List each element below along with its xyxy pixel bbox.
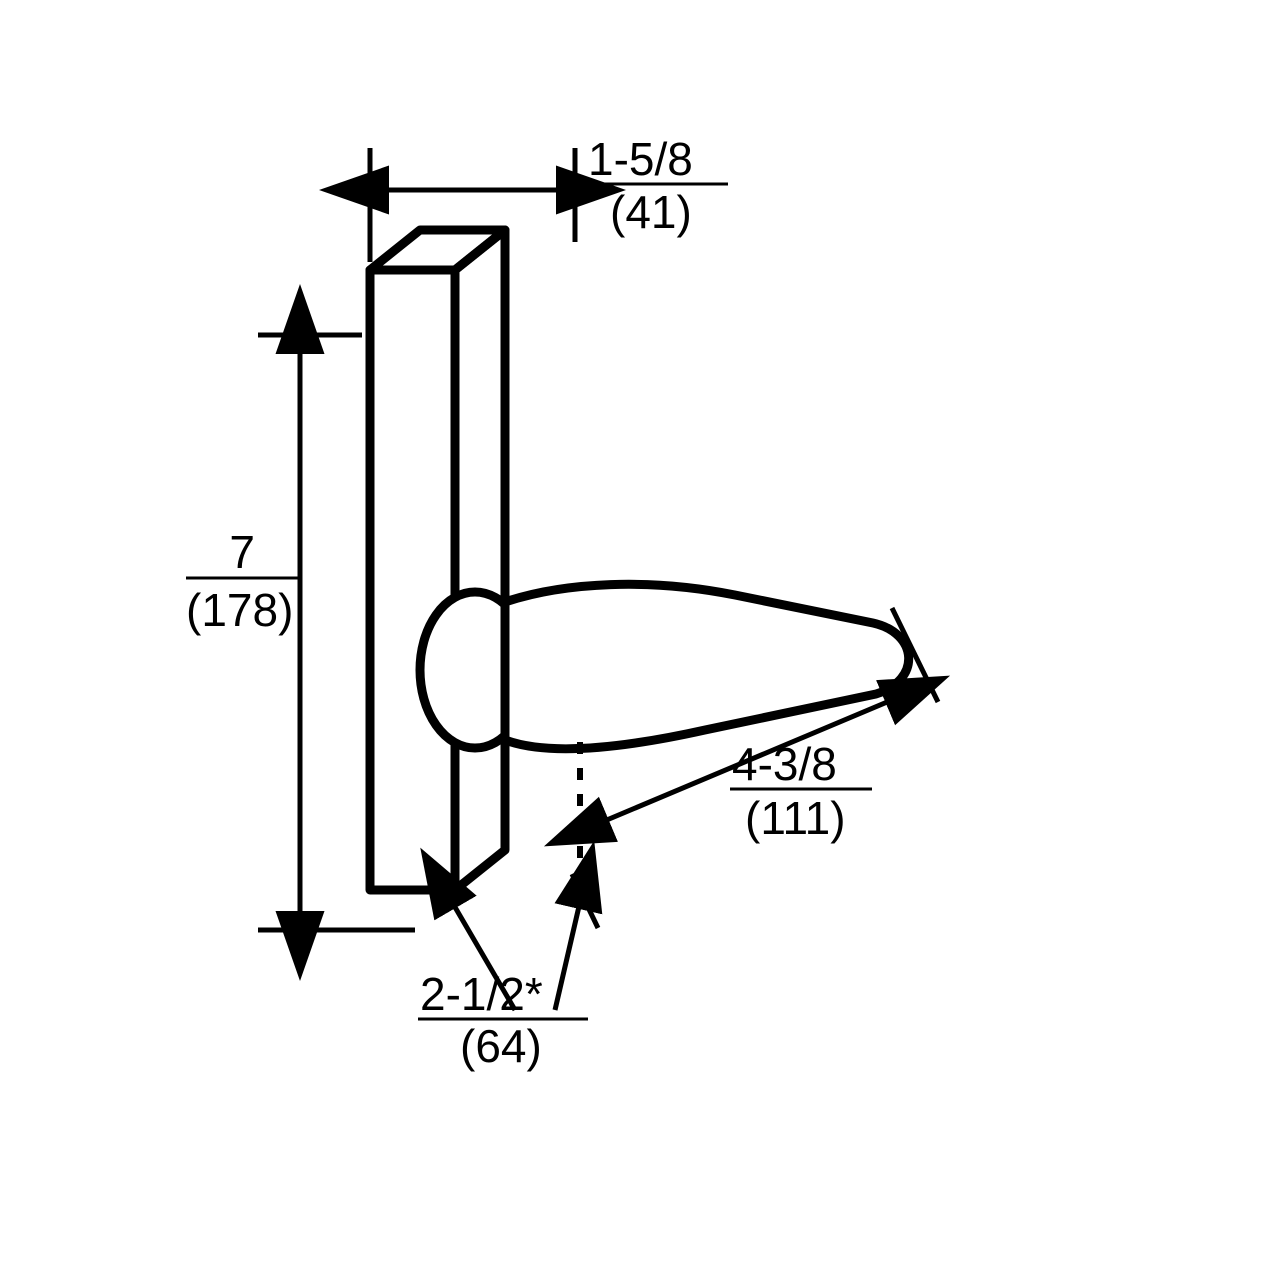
svg-text:(41): (41) [610, 186, 692, 238]
escutcheon-plate [370, 230, 505, 890]
dim-width-label: 1-5/8 (41) [586, 133, 728, 238]
svg-text:7: 7 [229, 526, 255, 578]
svg-text:(178): (178) [186, 584, 293, 636]
svg-text:1-5/8: 1-5/8 [588, 133, 693, 185]
dim-height-label: 7 (178) [186, 526, 298, 636]
svg-text:4-3/8: 4-3/8 [732, 738, 837, 790]
dimension-diagram: 1-5/8 (41) 7 (178) 4-3/8 (111) 2-1/2* (6… [0, 0, 1280, 1280]
svg-text:2-1/2*: 2-1/2* [420, 968, 543, 1020]
svg-text:(111): (111) [745, 792, 846, 844]
svg-text:(64): (64) [460, 1020, 542, 1072]
dim-lever-label: 4-3/8 (111) [730, 738, 872, 844]
